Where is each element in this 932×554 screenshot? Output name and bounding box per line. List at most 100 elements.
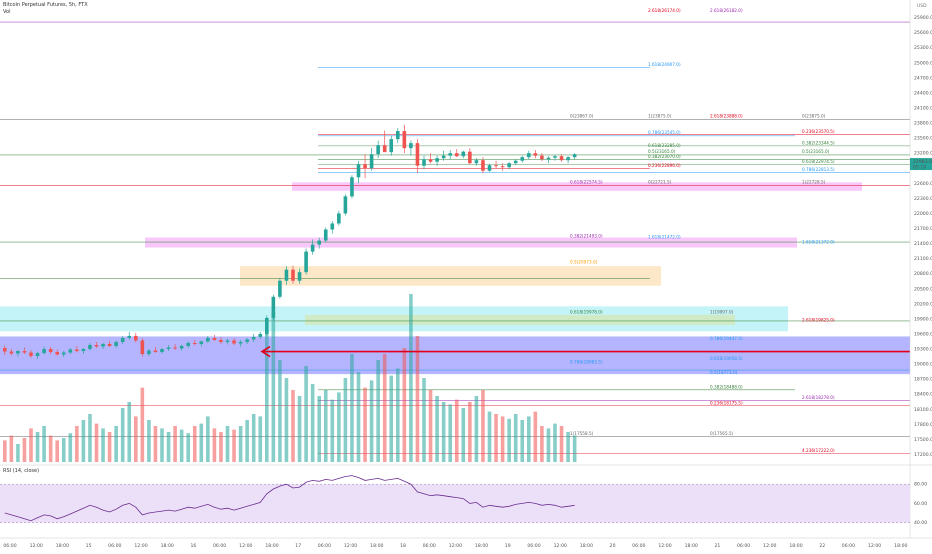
- candle-body: [153, 350, 158, 353]
- candle-body: [461, 151, 466, 157]
- fib-label: 0.786(18983.5): [570, 360, 603, 365]
- candle-body: [330, 223, 335, 230]
- price-tick: 17500.0: [914, 437, 932, 443]
- fib-label: 0(22721.5): [648, 180, 672, 185]
- volume-bar: [448, 404, 452, 462]
- volume-bar: [258, 416, 263, 462]
- fib-label: 1(22728.5): [802, 180, 826, 185]
- candle-body: [448, 153, 452, 156]
- volume-bar: [487, 411, 492, 462]
- candle-body: [251, 336, 256, 340]
- zone-olive: [305, 314, 735, 325]
- fib-label: 0.618(23285.0): [648, 143, 681, 148]
- volume-bar: [140, 387, 145, 462]
- candle-body: [166, 347, 171, 350]
- volume-bar: [435, 396, 439, 462]
- candle-body: [265, 317, 269, 334]
- volume-bar: [192, 426, 197, 462]
- price-tick: 23500.0: [914, 136, 932, 142]
- candle-body: [454, 153, 459, 157]
- time-tick: 12:00: [134, 543, 147, 549]
- volume-bar: [540, 426, 544, 462]
- candle-body: [468, 151, 472, 164]
- fib-label: 0(17565.5): [710, 431, 734, 436]
- candle-body: [435, 158, 439, 162]
- volume-bar: [3, 440, 7, 462]
- fib-label: 0.236(18175.5): [710, 400, 743, 405]
- volume-bar: [559, 426, 564, 462]
- candle-body: [409, 143, 413, 149]
- time-tick: 06:00: [423, 543, 436, 549]
- volume-bar: [376, 360, 380, 462]
- candle-body: [350, 177, 354, 197]
- time-tick: 06:00: [632, 543, 645, 549]
- price-tick: 20800.0: [914, 271, 932, 277]
- candle-body: [323, 229, 328, 241]
- candle-body: [179, 345, 184, 349]
- candle-body: [238, 341, 243, 344]
- fib-label: 1(19997.0): [710, 309, 734, 314]
- volume-bar: [271, 312, 276, 462]
- volume-bar: [382, 354, 387, 462]
- volume-bar: [500, 416, 505, 462]
- candle-body: [369, 154, 374, 169]
- candle-body: [88, 344, 92, 350]
- time-tick: 06:00: [213, 543, 226, 549]
- candle-body: [199, 341, 204, 344]
- time-tick: 12:00: [239, 543, 252, 549]
- price-tick: 19600.0: [914, 331, 932, 337]
- time-tick: 18:00: [894, 543, 907, 549]
- volume-bar: [147, 420, 151, 462]
- time-tick: 12:00: [868, 543, 881, 549]
- fib-label: 0.5(18773.0): [710, 370, 738, 375]
- price-tick: 20200.0: [914, 301, 932, 307]
- candle-body: [22, 351, 27, 353]
- price-axis-bg: [910, 0, 932, 538]
- candle-body: [48, 349, 53, 353]
- volume-bar: [16, 444, 20, 462]
- zone-pink-top: [292, 182, 862, 191]
- fib-label: 1(17558.5): [570, 431, 594, 436]
- volume-bar: [481, 390, 485, 462]
- time-tick: 18: [400, 543, 406, 549]
- volume-bar: [317, 396, 321, 462]
- volume-bar: [363, 387, 367, 462]
- currency-label: USD: [917, 4, 927, 9]
- candle-body: [3, 348, 7, 352]
- fib-label: 0.236(23570.5): [802, 129, 835, 134]
- volume-bar: [238, 426, 243, 462]
- rsi-tick: 80.00: [914, 482, 927, 488]
- fib-label: 1.618(21372.0): [802, 240, 835, 245]
- candle-body: [494, 165, 498, 167]
- price-tick: 22600.0: [914, 181, 932, 187]
- fib-label: 0(23867.0): [570, 114, 594, 119]
- candle-body: [513, 160, 518, 164]
- candle-body: [376, 145, 380, 155]
- volume-bar: [546, 428, 551, 462]
- zone-blue-support: [0, 336, 910, 375]
- time-tick: 12:00: [344, 543, 357, 549]
- volume-bar: [245, 420, 249, 462]
- price-tick: 24400.0: [914, 90, 932, 96]
- volume-bar: [212, 428, 217, 462]
- rsi-tick: 60.00: [914, 501, 927, 507]
- fib-label: 2.618(23888.0): [710, 114, 743, 119]
- fib-label: 4.236(17222.0): [802, 448, 835, 453]
- price-tick: 24100.0: [914, 105, 932, 111]
- volume-bar: [396, 368, 400, 462]
- candle-body: [160, 349, 164, 353]
- price-tick: 17200.0: [914, 452, 932, 458]
- price-tick: 22300.0: [914, 196, 932, 202]
- time-tick: 06:00: [842, 543, 855, 549]
- candle-body: [363, 164, 367, 169]
- volume-bar: [520, 420, 525, 462]
- candle-body: [533, 153, 538, 156]
- time-tick: 06:00: [108, 543, 121, 549]
- candle-body: [127, 335, 132, 338]
- last-price-value: 22983.0: [913, 159, 932, 165]
- volume-bar: [22, 438, 27, 462]
- time-tick: 12:00: [554, 543, 567, 549]
- time-tick: 18:00: [580, 543, 593, 549]
